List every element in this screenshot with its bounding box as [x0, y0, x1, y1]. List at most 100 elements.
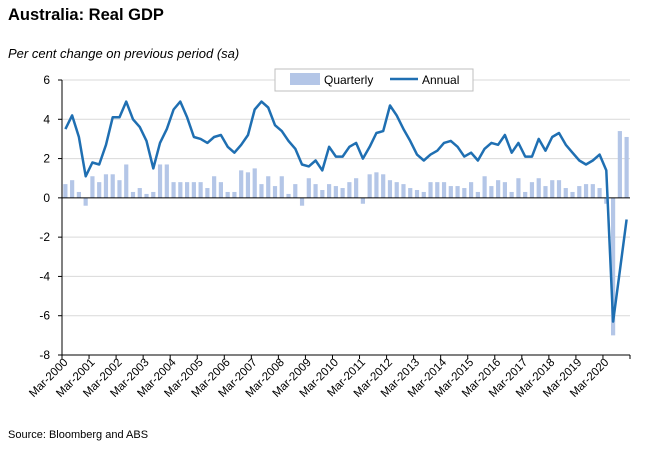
quarterly-bar	[63, 184, 68, 198]
quarterly-bar	[272, 186, 278, 198]
quarterly-bar	[543, 186, 548, 198]
quarterly-bar	[435, 182, 440, 198]
quarterly-bar	[225, 191, 230, 198]
quarterly-bar	[347, 182, 352, 198]
quarterly-bar	[570, 191, 575, 198]
quarterly-bar	[529, 182, 535, 198]
quarterly-bar	[320, 190, 325, 198]
quarterly-bar	[496, 180, 501, 198]
quarterly-bar	[137, 188, 142, 198]
quarterly-bar	[516, 178, 521, 198]
quarterly-bar	[306, 178, 311, 198]
quarterly-bar	[556, 180, 562, 198]
quarterly-bar	[239, 170, 244, 198]
quarterly-bar	[117, 180, 122, 198]
quarterly-bar	[550, 180, 555, 198]
quarterly-bar	[266, 176, 271, 198]
annual-line	[64, 100, 628, 323]
quarterly-bar	[103, 174, 109, 198]
quarterly-bar	[590, 184, 595, 198]
quarterly-bar	[76, 191, 82, 198]
quarterly-bar	[387, 180, 393, 198]
quarterly-bar	[299, 197, 305, 206]
quarterly-bar	[279, 176, 284, 198]
quarterly-bar	[360, 197, 366, 204]
quarterly-bar	[577, 186, 582, 198]
quarterly-bar	[245, 172, 251, 198]
quarterly-bar	[428, 182, 433, 198]
legend-label-quarterly: Quarterly	[324, 73, 373, 87]
quarterly-bar	[130, 191, 136, 198]
quarterly-bar	[90, 176, 95, 198]
y-tick-label: -8	[39, 348, 50, 362]
quarterly-bar	[252, 168, 257, 198]
quarterly-bar	[624, 136, 629, 198]
quarterly-bar	[218, 182, 224, 198]
quarterly-bar	[212, 176, 217, 198]
axes	[58, 79, 631, 359]
quarterly-bar	[83, 197, 88, 206]
quarterly-bar	[441, 182, 447, 198]
quarterly-bar	[536, 178, 541, 198]
quarterly-bar	[333, 186, 338, 198]
quarterly-bar	[313, 184, 318, 198]
quarterly-bar	[475, 191, 480, 198]
quarterly-bar	[340, 188, 345, 198]
quarterly-bars	[63, 131, 629, 336]
quarterly-bar	[367, 174, 372, 198]
y-tick-label: -6	[39, 309, 50, 323]
quarterly-bar	[191, 182, 196, 198]
quarterly-bar	[293, 184, 298, 198]
quarterly-bar	[171, 182, 176, 198]
legend-swatch-quarterly	[290, 73, 320, 85]
quarterly-bar	[354, 178, 359, 198]
quarterly-bar	[157, 164, 163, 198]
source-note: Source: Bloomberg and ABS	[8, 429, 149, 441]
legend: Quarterly Annual	[274, 68, 474, 92]
chart-title: Australia: Real GDP	[8, 6, 164, 24]
quarterly-bar	[468, 182, 474, 198]
y-tick-label: 4	[43, 112, 50, 126]
quarterly-bar	[462, 188, 467, 198]
quarterly-bar	[597, 188, 602, 198]
y-tick-label: 0	[43, 191, 50, 205]
y-tick-label: 2	[43, 152, 50, 166]
quarterly-bar	[205, 188, 210, 198]
quarterly-bar	[110, 174, 115, 198]
quarterly-bar	[184, 182, 190, 198]
quarterly-bar	[178, 182, 183, 198]
quarterly-bar	[394, 182, 399, 198]
quarterly-bar	[482, 176, 487, 198]
quarterly-bar	[421, 191, 426, 198]
quarterly-bar	[381, 174, 386, 198]
legend-box	[274, 68, 474, 92]
quarterly-bar	[523, 191, 528, 198]
quarterly-bar	[408, 188, 413, 198]
quarterly-bar	[164, 164, 169, 198]
y-tick-label: 6	[43, 73, 50, 87]
quarterly-bar	[70, 180, 75, 198]
chart-subtitle: Per cent change on previous period (sa)	[8, 46, 240, 61]
quarterly-bar	[610, 197, 616, 336]
quarterly-bar	[286, 193, 291, 198]
x-tick-labels: Mar-2000Mar-2001Mar-2002Mar-2003Mar-2004…	[27, 356, 611, 400]
quarterly-bar	[563, 188, 568, 198]
quarterly-bar	[448, 186, 453, 198]
gridlines	[62, 79, 630, 356]
quarterly-bar	[151, 191, 156, 198]
quarterly-bar	[124, 164, 129, 198]
legend-label-annual: Annual	[422, 73, 459, 87]
quarterly-bar	[583, 184, 589, 198]
quarterly-bar	[617, 131, 622, 198]
quarterly-bar	[509, 191, 514, 198]
quarterly-bar	[489, 186, 494, 198]
annual-line-group	[64, 100, 628, 323]
y-tick-label: -4	[39, 269, 50, 283]
quarterly-bar	[455, 186, 460, 198]
quarterly-bar	[604, 197, 609, 204]
quarterly-bar	[97, 182, 102, 198]
quarterly-bar	[198, 182, 203, 198]
quarterly-bar	[259, 184, 264, 198]
quarterly-bar	[414, 190, 420, 198]
